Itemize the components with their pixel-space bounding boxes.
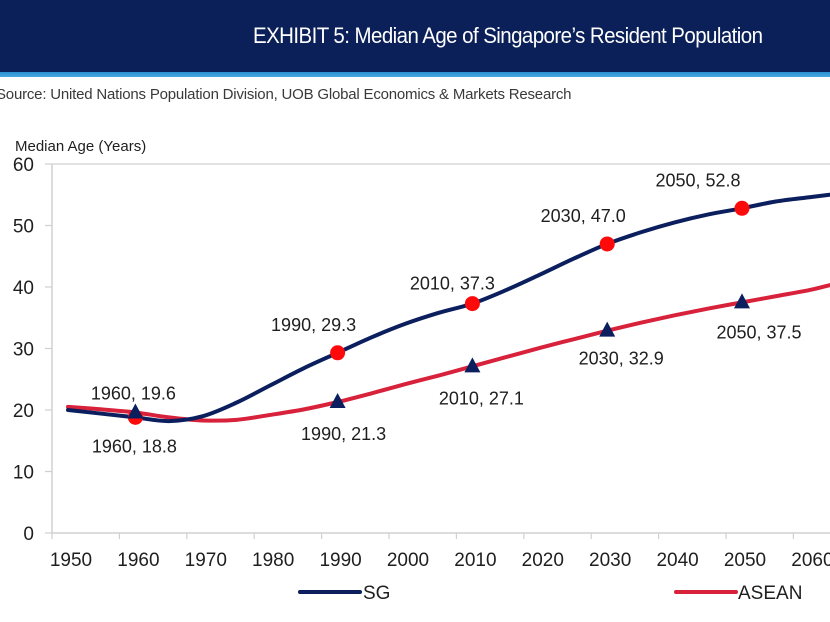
asean-data-label: 2010, 27.1 — [439, 388, 524, 408]
asean-marker-triangle — [329, 393, 346, 409]
x-tick-label: 1970 — [185, 550, 227, 571]
y-tick-label: 50 — [13, 217, 34, 238]
sg-data-label: 1990, 29.3 — [271, 315, 356, 335]
asean-marker-triangle — [127, 403, 144, 419]
asean-data-label: 2050, 37.5 — [716, 322, 801, 342]
x-tick-label: 2000 — [387, 550, 429, 571]
y-tick-label: 0 — [23, 524, 34, 545]
source-note: Source: United Nations Population Divisi… — [0, 86, 572, 103]
sg-data-label: 2030, 47.0 — [541, 206, 626, 226]
y-tick-label: 60 — [13, 155, 34, 176]
asean-data-label: 1990, 21.3 — [301, 424, 386, 444]
y-tick-label: 10 — [13, 463, 34, 484]
sg-data-label: 1960, 18.8 — [92, 436, 177, 456]
header-stripe — [0, 72, 830, 77]
series-line-sg — [66, 192, 830, 424]
asean-data-label: 1960, 19.6 — [91, 383, 176, 403]
sg-data-label: 2050, 52.8 — [655, 170, 740, 190]
asean-data-label: 2030, 32.9 — [579, 349, 664, 369]
header-bar — [0, 0, 830, 72]
y-axis-title: Median Age (Years) — [15, 138, 146, 155]
asean-marker-triangle — [599, 321, 616, 337]
x-tick-label: 2020 — [522, 550, 564, 571]
x-tick-label: 2040 — [656, 550, 698, 571]
legend-asean-label: ASEAN — [738, 583, 802, 604]
y-tick-label: 20 — [13, 401, 34, 422]
data-markers — [127, 200, 750, 425]
data-labels: 1960, 18.8 1990, 29.3 2010, 37.3 2030, 47.0… — [91, 170, 802, 456]
series-line-asean — [66, 283, 830, 423]
x-tick-label: 2030 — [589, 550, 631, 571]
series-lines — [66, 192, 830, 424]
legend-sg-label: SG — [363, 583, 390, 604]
x-tick-label: 1990 — [319, 550, 361, 571]
x-tick-label: 2010 — [454, 550, 496, 571]
asean-marker-triangle — [464, 357, 481, 373]
y-tick-label: 40 — [13, 278, 34, 299]
asean-marker-triangle — [734, 293, 750, 309]
sg-marker-circle — [464, 296, 480, 312]
sg-marker-circle — [599, 236, 615, 252]
x-tick-label: 2050 — [724, 550, 766, 571]
legend: SG ASEAN — [298, 583, 802, 604]
x-tick-label: 2060 — [791, 550, 830, 571]
chart-title: EXHIBIT 5: Median Age of Singapore’s Res… — [253, 23, 763, 48]
x-tick-label: 1980 — [252, 550, 294, 571]
y-tick-label: 30 — [13, 340, 34, 361]
x-tick-label: 1950 — [50, 550, 92, 571]
sg-marker-circle — [734, 200, 750, 216]
x-tick-label: 1960 — [117, 550, 159, 571]
sg-marker-circle — [330, 345, 346, 361]
sg-data-label: 2010, 37.3 — [410, 274, 495, 294]
